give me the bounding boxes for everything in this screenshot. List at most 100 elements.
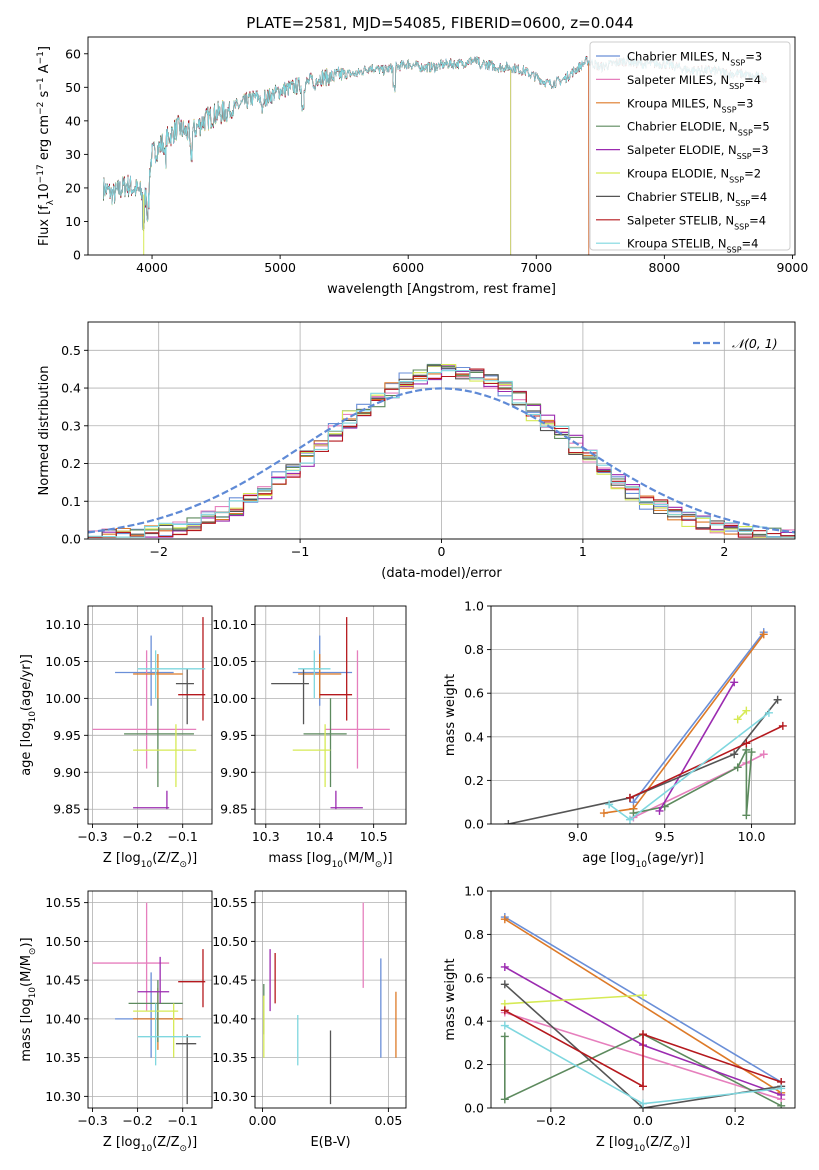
x-tick-label: 4000 [136, 260, 168, 275]
weight-line-kroupa-elodie [737, 710, 747, 720]
y-tick-label: 50 [65, 80, 81, 95]
y-tick-label: 0.0 [61, 532, 81, 547]
y-tick-label: 9.85 [53, 802, 81, 817]
x-tick-label: −0.1 [168, 1113, 198, 1128]
x-tick-label: 0.05 [374, 1113, 402, 1128]
weight-marker [500, 1021, 509, 1030]
mass_vs_EBV-axes: 0.00 0.05 10.30 10.35 10.40 10.45 10.50 10.55 E(… [212, 891, 406, 1150]
x-tick-label: −0.3 [77, 1113, 107, 1128]
x-tick-label: 9.5 [655, 829, 675, 844]
y-tick-label: 20 [65, 180, 81, 195]
legend-entry-chabrier-stelib: Chabrier STELIB, NSSP=4 [627, 190, 767, 208]
y-tick-label: 10.40 [212, 1011, 248, 1026]
y-tick-label: 0.0 [464, 1101, 484, 1116]
y-tick-label: 0.3 [61, 418, 81, 433]
errorbar-salpeter-stelib [319, 617, 353, 721]
weight-marker [599, 809, 608, 818]
age_vs_Z-frame [87, 605, 213, 825]
mass_weight_vs_Z-axes: −0.2 0.0 0.2 0.0 0.2 0.4 0.6 0.8 1.0 Z [log10(Z/Z… [443, 884, 795, 1154]
gaussian-curve [88, 387, 795, 534]
age_vs_mass-errorbars [271, 617, 390, 810]
weight-line-chabrier-miles [504, 916, 782, 1083]
x-tick-label: −0.3 [77, 829, 107, 844]
x-tick-label: 0.00 [249, 1113, 277, 1128]
spectrum-kroupa-miles [103, 56, 590, 255]
mass_weight_vs_Z-lines [500, 913, 786, 1108]
y-tick-label: 9.95 [53, 728, 81, 743]
spectrum-axes: 4000 5000 6000 7000 8000 9000 0 10 20 30 40 50 60 wav… [36, 46, 808, 297]
weight-marker [504, 820, 513, 824]
weight-marker [500, 915, 509, 924]
weight-marker [639, 1099, 647, 1108]
x-tick-label: −0.1 [168, 829, 198, 844]
y-tick-label: 9.85 [220, 802, 248, 817]
y-tick-label: 1.0 [464, 884, 484, 899]
legend-box [589, 41, 791, 251]
y-tick-label: 0.8 [464, 927, 484, 942]
errorbar-chabrier-stelib [175, 1034, 197, 1105]
spectrum-frame [87, 36, 796, 256]
residuals-ylabel: Normed distribution [37, 366, 52, 496]
y-tick-label: 10.30 [212, 1089, 248, 1104]
y-tick-label: 10.55 [212, 895, 248, 910]
age_vs_Z-xlabel: Z [log10(Z/Z⊙)] [103, 851, 197, 870]
y-tick-label: 0.1 [61, 494, 81, 509]
weight-marker [500, 1032, 509, 1041]
age_vs_Z-axes: −0.3 −0.2 −0.1 9.85 9.90 9.95 10.00 10.05 10.10 Z… [19, 606, 212, 870]
y-tick-label: 10.05 [212, 654, 248, 669]
y-tick-label: 9.90 [53, 765, 81, 780]
residuals-axes: −2 −1 0 1 2 0.0 0.1 0.2 0.3 0.4 0.5 (data-model)/er… [37, 322, 795, 581]
weight-marker [747, 748, 756, 757]
y-tick-label: 10.50 [45, 934, 81, 949]
x-tick-label: −2 [149, 544, 167, 559]
y-tick-label: 10.35 [212, 1050, 248, 1065]
errorbar-chabrier-stelib [175, 668, 194, 725]
legend-entry-gaussian: 𝒩(0, 1) [732, 336, 778, 351]
y-tick-label: 10.45 [45, 973, 81, 988]
y-tick-label: 10.50 [212, 934, 248, 949]
errorbar-chabrier-stelib [271, 668, 309, 725]
x-tick-label: 0.2 [725, 1113, 745, 1128]
y-tick-label: 0.2 [464, 773, 484, 788]
y-tick-label: 10.30 [45, 1089, 81, 1104]
weight-line-salpeter-miles [633, 753, 765, 819]
residuals-frame [87, 321, 796, 540]
errorbar-kroupa-elodie [133, 724, 197, 788]
x-tick-label: 10.5 [360, 829, 388, 844]
weight-marker [733, 763, 742, 772]
weight-line-chabrier-stelib [508, 699, 779, 824]
mass_weight_vs_Z-frame [490, 890, 796, 1109]
y-tick-label: 30 [65, 147, 81, 162]
weight-marker [655, 806, 664, 815]
mass_weight_vs_age-axes: 9.0 9.5 10.0 0.0 0.2 0.4 0.6 0.8 1.0 age [log10(a… [443, 599, 795, 870]
weight-marker [759, 630, 768, 639]
weight-line-chabrier-elodie [633, 749, 753, 816]
weight-marker [742, 739, 751, 748]
legend-entry-kroupa-miles: Kroupa MILES, NSSP=3 [627, 96, 753, 114]
y-tick-label: 10.10 [212, 617, 248, 632]
age_vs_mass-frame [254, 605, 407, 825]
spectrum-ylabel: Flux [fλ10−17 erg cm−2 s−1 A−1] [36, 46, 56, 246]
residual-histograms [88, 363, 795, 538]
weight-marker [730, 750, 739, 759]
y-tick-label: 0.6 [464, 970, 484, 985]
hist-chabrier-elodie [88, 364, 795, 538]
x-tick-label: −1 [291, 544, 309, 559]
y-tick-label: 1.0 [464, 599, 484, 614]
weight-marker [500, 962, 509, 971]
x-tick-label: −0.2 [122, 1113, 152, 1128]
y-tick-label: 0.4 [464, 1014, 484, 1029]
y-tick-label: 10 [65, 214, 81, 229]
errorbar-salpeter-elodie [137, 956, 170, 1004]
x-tick-label: 10.4 [306, 829, 334, 844]
mass_vs_Z-xlabel: Z [log10(Z/Z⊙)] [103, 1135, 197, 1154]
legend-entry-chabrier-miles: Chabrier MILES, NSSP=3 [627, 50, 762, 68]
spectrum-salpeter-elodie [103, 56, 512, 255]
x-tick-label: 7000 [520, 260, 552, 275]
weight-marker [629, 809, 638, 818]
y-tick-label: 10.45 [212, 973, 248, 988]
errorbar-salpeter-stelib [178, 949, 206, 1008]
age_vs_Z-ylabel: age [log10(age/yr)] [19, 654, 38, 776]
spectrum-chabrier-miles [103, 55, 590, 255]
